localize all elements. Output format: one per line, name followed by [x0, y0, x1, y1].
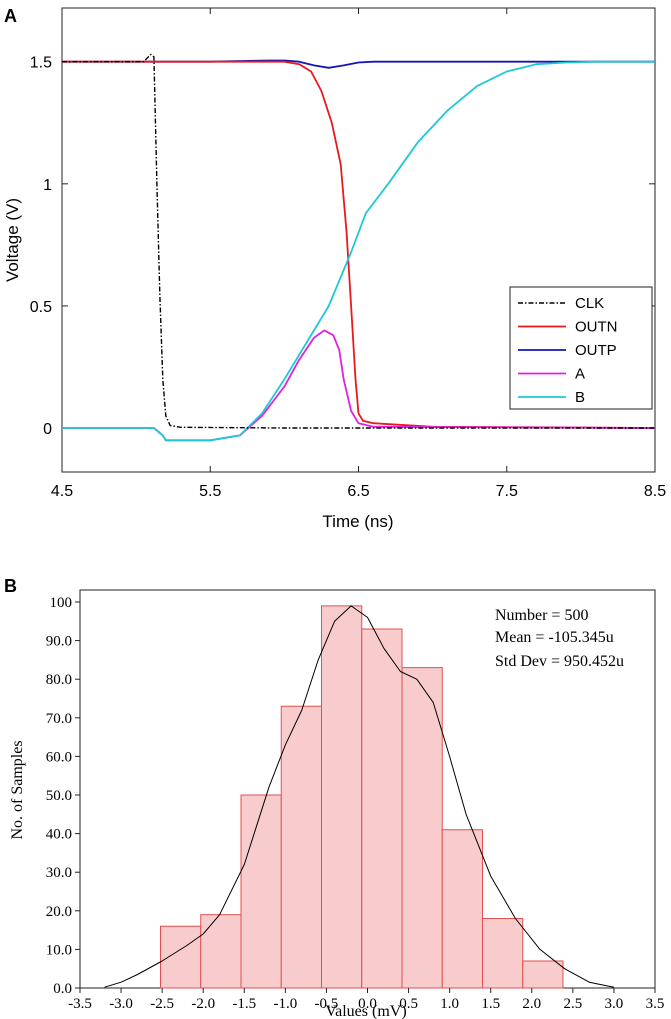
x-tick-label: 4.5	[51, 483, 73, 500]
legend-entries: CLK OUTN OUTP AB	[518, 295, 618, 406]
legend-label-outn: OUTN	[575, 319, 618, 336]
y-tick-label: 30.0	[46, 865, 72, 881]
y-tick-label: 0.5	[30, 299, 52, 316]
x-tick-label: 1.0	[440, 996, 459, 1012]
y-tick-label: 100	[50, 595, 73, 611]
panel-a-y-axis-label: Voltage (V)	[3, 198, 22, 282]
panel-b-density-curve	[104, 605, 614, 988]
x-tick-label: -1.5	[232, 996, 256, 1012]
x-tick-label: 0.5	[399, 996, 418, 1012]
y-tick-label: 1.5	[30, 55, 52, 72]
series-line-b	[62, 60, 655, 442]
panel-a-series-lines	[62, 53, 656, 442]
y-tick-label: 50.0	[46, 788, 72, 804]
panel-a-legend: CLK OUTN OUTP AB	[509, 286, 653, 410]
y-tick-label: 0	[43, 421, 52, 438]
x-tick-label: 3.5	[646, 996, 665, 1012]
x-tick-label: 2.0	[522, 996, 541, 1012]
legend-label-outp: OUTP	[575, 342, 617, 359]
panel-b-x-axis-label: Values (mV)	[325, 1003, 406, 1019]
histogram-bar	[441, 829, 483, 989]
panel-a: A 0 0.5 1 1.5 4.5 5.5 6.5 7.5 8.5 Time (ns) Vol…	[3, 6, 666, 531]
y-tick-label: 0.0	[53, 981, 72, 997]
histogram-bar	[160, 925, 202, 989]
x-tick-label: -3.0	[109, 996, 133, 1012]
x-tick-label: 2.5	[563, 996, 582, 1012]
panel-b-stats-box: Number = 500 Mean = -105.345u Std Dev = …	[495, 607, 624, 670]
panel-a-x-ticks: 4.5 5.5 6.5 7.5 8.5	[51, 8, 666, 500]
stat-number: Number = 500	[495, 607, 588, 624]
legend-label-clk: CLK	[575, 295, 604, 312]
y-tick-label: 80.0	[46, 672, 72, 688]
x-tick-label: 5.5	[199, 483, 221, 500]
x-tick-label: 7.5	[496, 483, 518, 500]
y-tick-label: 10.0	[46, 942, 72, 958]
histogram-bar	[361, 628, 403, 989]
panel-b-bars	[160, 605, 564, 989]
x-tick-label: 1.5	[481, 996, 500, 1012]
histogram-bar	[401, 667, 443, 989]
panel-a-label: A	[4, 6, 17, 26]
x-tick-label: -2.0	[191, 996, 215, 1012]
y-tick-label: 20.0	[46, 904, 72, 920]
stat-mean: Mean = -105.345u	[495, 629, 614, 646]
x-tick-label: 6.5	[347, 483, 369, 500]
histogram-bar	[200, 914, 242, 989]
histogram-bar	[482, 918, 524, 989]
y-tick-label: 70.0	[46, 711, 72, 727]
y-tick-label: 40.0	[46, 827, 72, 843]
panel-b: B 0.0 10.0 20.0 30.0 40.0 50.0 60.0 70.0 80.0 90.…	[4, 576, 664, 1019]
histogram-bar	[321, 605, 363, 989]
y-tick-label: 60.0	[46, 749, 72, 765]
histogram-bar	[280, 705, 322, 989]
series-line-clk	[62, 53, 655, 429]
legend-label-b: B	[575, 389, 585, 406]
panel-a-x-axis-label: Time (ns)	[322, 512, 393, 531]
histogram-bar	[240, 794, 282, 989]
stat-std-dev: Std Dev = 950.452u	[495, 653, 624, 670]
x-tick-label: -2.5	[150, 996, 174, 1012]
x-tick-label: 8.5	[644, 483, 666, 500]
legend-label-a: A	[575, 366, 585, 383]
series-line-outn	[62, 60, 656, 429]
panel-b-label: B	[4, 576, 17, 596]
x-tick-label: 0.0	[358, 996, 377, 1012]
density-curve-line	[104, 605, 614, 988]
legend-box	[509, 286, 653, 410]
x-tick-label: 3.0	[605, 996, 624, 1012]
panel-b-y-axis-label: No. of Samples	[9, 740, 26, 839]
histogram-bar	[522, 960, 564, 989]
panel-b-x-ticks: -3.5 -3.0 -2.5 -2.0 -1.5 -1.0 -0.5 0.0 0.5 1.0 1.5…	[68, 988, 664, 1012]
panel-b-y-ticks: 0.0 10.0 20.0 30.0 40.0 50.0 60.0 70.0 80.0 90.0 1…	[46, 595, 80, 997]
y-tick-label: 1	[43, 177, 52, 194]
x-tick-label: -0.5	[315, 996, 339, 1012]
x-tick-label: -3.5	[68, 996, 92, 1012]
x-tick-label: -1.0	[273, 996, 297, 1012]
y-tick-label: 90.0	[46, 634, 72, 650]
